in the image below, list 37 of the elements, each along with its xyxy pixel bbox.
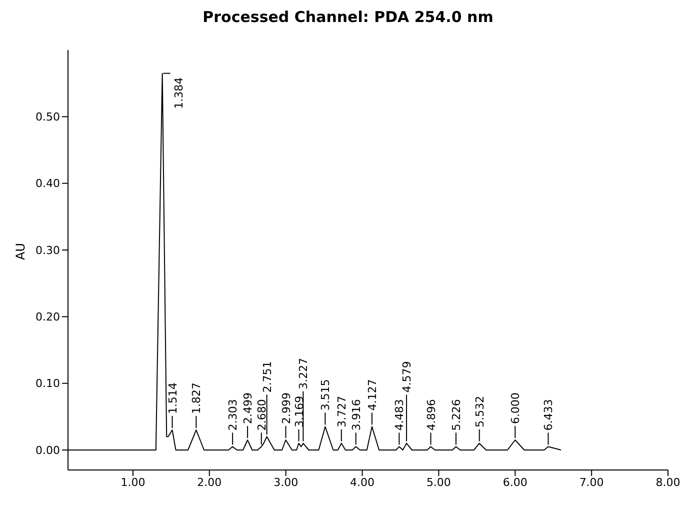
annotation: 2.680 bbox=[255, 399, 268, 431]
annotation: 5.532 bbox=[473, 396, 486, 428]
x-tick-label: 7.00 bbox=[579, 476, 604, 489]
x-tick-label: 1.00 bbox=[120, 476, 146, 489]
y-tick-label: 0.30 bbox=[36, 244, 60, 257]
annotation: 3.916 bbox=[350, 399, 363, 431]
y-tick-label: 0.40 bbox=[36, 177, 60, 190]
x-tick-label: 4.00 bbox=[350, 476, 375, 489]
annotation: 3.727 bbox=[335, 396, 348, 428]
annotation: 2.751 bbox=[260, 361, 274, 393]
annotation: 4.483 bbox=[393, 399, 406, 431]
x-tick-label: 3.00 bbox=[274, 476, 298, 489]
annotation: 2.499 bbox=[242, 392, 255, 424]
annotation: 2.303 bbox=[226, 399, 240, 431]
y-tick-label: 0.20 bbox=[36, 310, 60, 324]
y-tick-label: 0.10 bbox=[36, 377, 60, 390]
y-tick-label: 0.50 bbox=[36, 110, 60, 124]
annotation: 3.515 bbox=[319, 379, 332, 411]
annotation: 2.999 bbox=[280, 392, 293, 424]
x-tick-label: 6.00 bbox=[502, 476, 528, 489]
chart-title: Processed Channel: PDA 254.0 nm bbox=[202, 8, 494, 28]
annotation: 4.896 bbox=[424, 399, 438, 431]
annotation: 6.433 bbox=[542, 399, 556, 431]
annotation: 1.514 bbox=[166, 382, 180, 414]
x-tick-label: 2.00 bbox=[197, 476, 222, 489]
y-tick-label: 0.00 bbox=[36, 444, 60, 457]
annotation: 1.384 bbox=[172, 77, 186, 109]
x-tick-label: 5.00 bbox=[426, 476, 451, 489]
annotation: 4.579 bbox=[400, 361, 414, 393]
annotation: 5.226 bbox=[450, 399, 463, 431]
annotation: 6.000 bbox=[509, 392, 522, 424]
y-axis-title: AU bbox=[13, 243, 28, 260]
annotation: 3.169 bbox=[292, 396, 306, 428]
annotation: 1.827 bbox=[190, 382, 204, 414]
x-tick-label: 8.00 bbox=[656, 476, 680, 489]
annotation: 4.127 bbox=[366, 379, 379, 411]
annotation: 3.227 bbox=[297, 358, 310, 390]
